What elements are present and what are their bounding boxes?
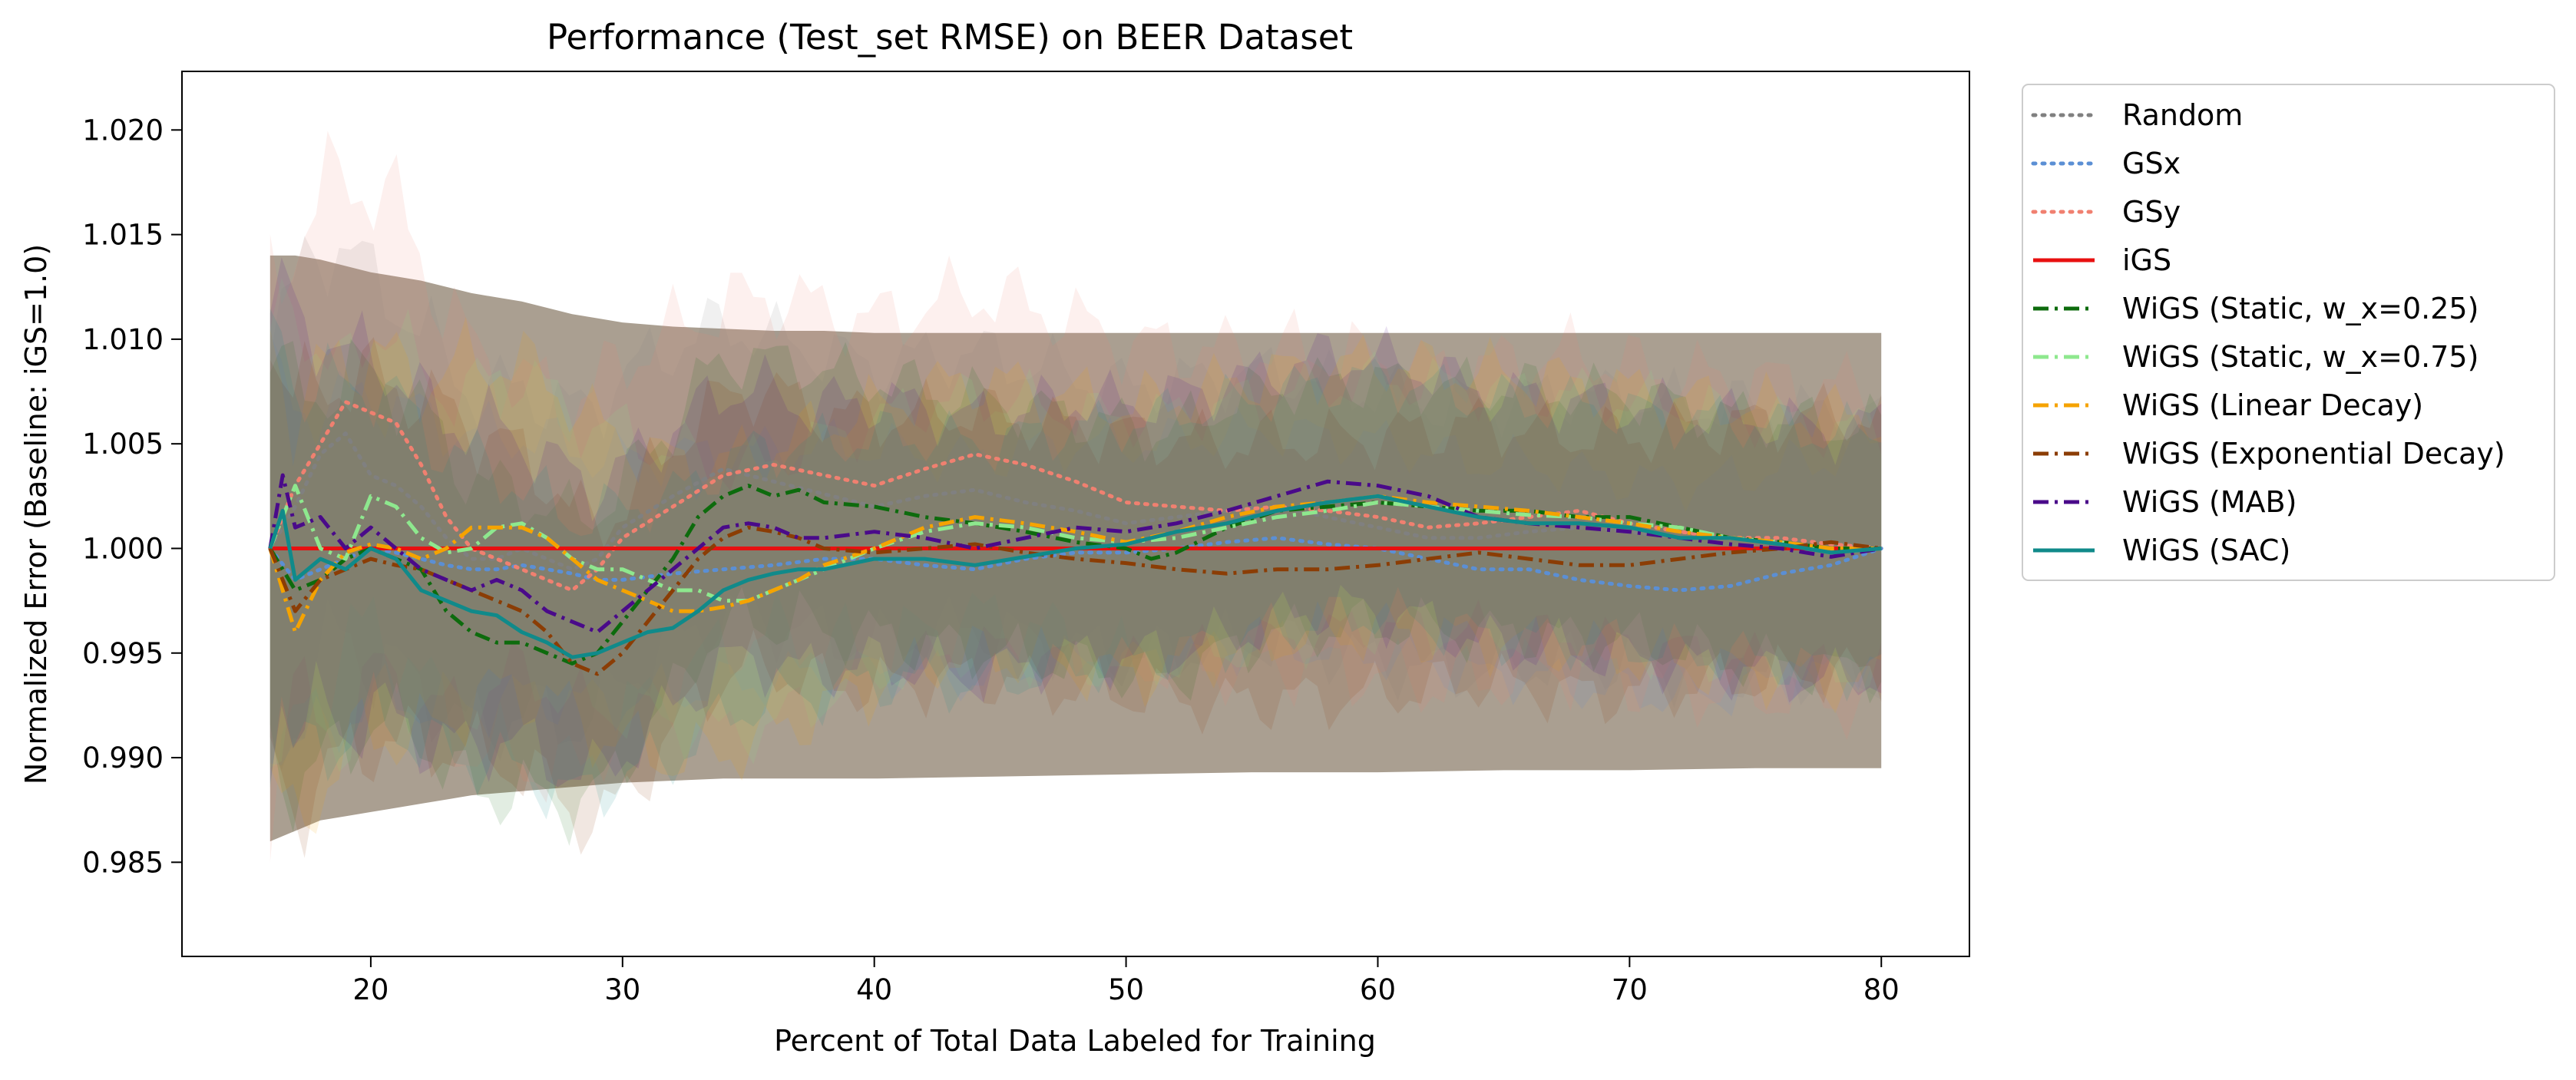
confidence-bands (270, 130, 1882, 863)
y-tick-label-0: 0.985 (82, 846, 164, 879)
line-series-9 (268, 494, 1882, 659)
line-series-7 (268, 525, 1882, 676)
legend-label-8: WiGS (MAB) (2122, 485, 2297, 519)
line-series-4 (268, 484, 1882, 666)
chart-title: Performance (Test_set RMSE) on BEER Data… (547, 17, 1353, 58)
y-tick-label-3: 1.000 (82, 532, 164, 565)
legend-label-6: WiGS (Linear Decay) (2122, 388, 2423, 422)
x-tick-label-2: 40 (856, 973, 892, 1006)
band-series-2 (270, 130, 1882, 863)
line-series-1 (268, 536, 1883, 593)
band-series-5 (270, 278, 1882, 772)
x-axis: 20 30 40 50 60 70 80 (352, 956, 1900, 1006)
x-tick-label-6: 80 (1863, 973, 1900, 1006)
band-series-4 (270, 339, 1882, 846)
series-lines (268, 400, 1883, 676)
x-tick-label-3: 50 (1108, 973, 1144, 1006)
line-series-5 (268, 484, 1882, 603)
y-axis: 0.985 0.990 0.995 1.000 1.005 1.010 1.015 1.020 (82, 114, 182, 879)
legend-label-3: iGS (2122, 243, 2171, 277)
legend: Random GSx GSy iGS WiGS (Static, w_x=0.25) Wi… (2022, 84, 2555, 581)
y-tick-label-7: 1.020 (82, 114, 164, 147)
legend-label-5: WiGS (Static, w_x=0.75) (2122, 340, 2478, 374)
line-series-6 (268, 494, 1882, 634)
band-series-8 (270, 257, 1882, 788)
legend-label-2: GSy (2122, 195, 2181, 229)
legend-label-7: WiGS (Exponential Decay) (2122, 437, 2505, 471)
x-axis-label: Percent of Total Data Labeled for Traini… (774, 1024, 1376, 1058)
plot-frame (181, 71, 1970, 957)
x-tick-label-5: 70 (1612, 973, 1648, 1006)
legend-frame (2022, 84, 2555, 581)
y-axis-label: Normalized Error (Baseline: iGS=1.0) (19, 244, 53, 784)
line-series-2 (268, 400, 1883, 593)
legend-label-4: WiGS (Static, w_x=0.25) (2122, 292, 2478, 325)
legend-label-1: GSx (2122, 147, 2181, 180)
y-tick-label-5: 1.010 (82, 323, 164, 356)
x-tick-label-4: 60 (1360, 973, 1396, 1006)
legend-label-0: Random (2122, 98, 2243, 132)
band-series-6 (270, 316, 1882, 834)
band-series-9 (270, 309, 1882, 820)
band-series-7 (270, 337, 1882, 858)
x-tick-label-1: 30 (604, 973, 640, 1006)
line-series-0 (268, 431, 1883, 572)
band-series-0 (270, 236, 1882, 771)
y-tick-label-6: 1.015 (82, 219, 164, 252)
legend-label-9: WiGS (SAC) (2122, 533, 2290, 567)
y-tick-label-1: 0.990 (82, 741, 164, 774)
x-tick-label-0: 20 (352, 973, 389, 1006)
y-tick-label-4: 1.005 (82, 428, 164, 461)
y-tick-label-2: 0.995 (82, 637, 164, 670)
